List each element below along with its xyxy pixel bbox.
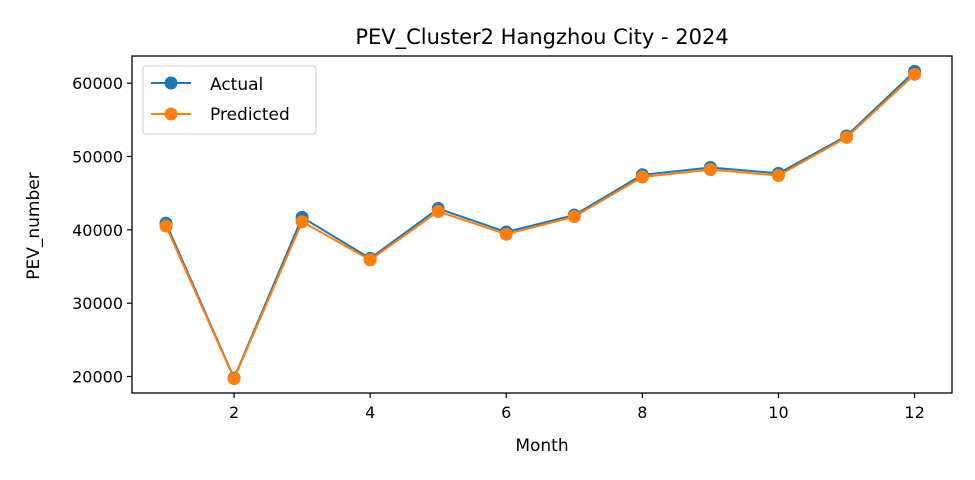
y-tick-label: 50000 bbox=[72, 147, 123, 166]
data-point-predicted bbox=[635, 170, 649, 184]
data-point-predicted bbox=[908, 67, 922, 81]
y-tick-label: 20000 bbox=[72, 367, 123, 386]
y-tick-label: 40000 bbox=[72, 221, 123, 240]
ticks-layer: 2 4 6 8 10 12 20000 30000 40000 50000 60000 bbox=[72, 74, 925, 422]
series-line-actual bbox=[165, 70, 916, 379]
legend-marker-predicted bbox=[164, 107, 178, 121]
data-point-predicted bbox=[159, 219, 173, 233]
data-point-predicted bbox=[227, 372, 241, 386]
chart-title: PEV_Cluster2 Hangzhou City - 2024 bbox=[355, 25, 728, 50]
x-tick-label: 6 bbox=[501, 403, 511, 422]
legend-label-predicted: Predicted bbox=[210, 105, 290, 125]
data-point-predicted bbox=[840, 130, 854, 144]
series-line-predicted bbox=[165, 73, 916, 380]
data-point-predicted bbox=[363, 253, 377, 267]
x-tick-label: 2 bbox=[229, 403, 239, 422]
legend-label-actual: Actual bbox=[210, 75, 263, 95]
x-tick-label: 10 bbox=[768, 403, 788, 422]
legend-marker-actual bbox=[164, 76, 178, 90]
data-point-predicted bbox=[771, 169, 785, 183]
x-tick-label: 4 bbox=[365, 403, 375, 422]
plot-area-frame bbox=[131, 55, 953, 394]
data-point-predicted bbox=[295, 215, 309, 229]
data-point-predicted bbox=[431, 204, 445, 218]
x-tick-label: 12 bbox=[904, 403, 924, 422]
x-axis-label: Month bbox=[515, 436, 568, 456]
y-tick-label: 60000 bbox=[72, 74, 123, 93]
data-point-predicted bbox=[703, 163, 717, 177]
y-tick-label: 30000 bbox=[72, 294, 123, 313]
y-axis-label: PEV_number bbox=[24, 172, 44, 279]
legend: Actual Predicted bbox=[142, 65, 317, 135]
x-tick-label: 8 bbox=[637, 403, 647, 422]
data-point-predicted bbox=[499, 227, 513, 241]
data-point-predicted bbox=[567, 210, 581, 224]
series-layer bbox=[159, 64, 922, 386]
